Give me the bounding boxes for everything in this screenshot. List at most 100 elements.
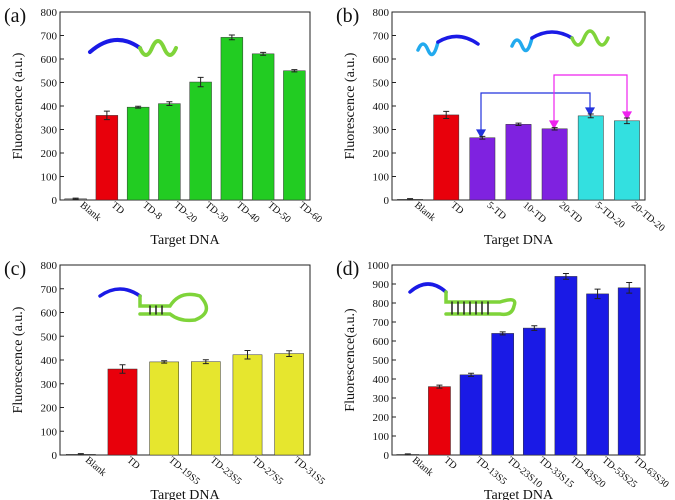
error-bar — [197, 76, 204, 88]
error-bar — [135, 105, 142, 109]
bar — [251, 53, 275, 201]
x-tick-label: TD — [442, 455, 459, 472]
bar — [220, 37, 244, 201]
x-tick-label: TD-23S5 — [208, 455, 244, 487]
x-tick-label: TD-50 — [265, 200, 293, 226]
error-bar — [468, 372, 475, 377]
x-tick-label: TD — [448, 200, 465, 217]
x-tick-label: TD-63S30 — [631, 455, 670, 491]
x-tick-label: Blank — [78, 200, 103, 224]
x-tick-label: TD-27S5 — [250, 455, 286, 487]
y-tick-label: 0 — [384, 195, 390, 207]
error-bar — [161, 360, 168, 364]
error-bar — [77, 453, 84, 456]
panel-label: (d) — [336, 258, 359, 280]
bar — [107, 368, 138, 456]
error-bar — [202, 359, 209, 365]
y-tick-label: 700 — [41, 31, 58, 43]
bar — [191, 361, 221, 456]
error-bar — [623, 117, 630, 125]
y-tick-label: 500 — [373, 78, 390, 90]
bar — [505, 124, 532, 201]
y-tick-label: 200 — [41, 403, 58, 415]
y-tick-label: 500 — [373, 355, 390, 367]
x-axis-label: Target DNA — [150, 233, 220, 248]
y-tick-label: 0 — [384, 450, 390, 462]
error-bar — [443, 110, 450, 119]
error-bar — [594, 288, 601, 300]
bar — [469, 137, 496, 201]
error-bar — [103, 110, 110, 121]
bar — [428, 386, 451, 456]
error-bar — [291, 69, 298, 73]
error-bar — [404, 453, 411, 456]
y-tick-label: 100 — [373, 172, 390, 184]
y-axis-label: Fluorescence (a.u.) — [11, 306, 26, 413]
bar — [554, 276, 578, 456]
y-tick-label: 400 — [373, 101, 390, 113]
y-tick-label: 800 — [41, 7, 58, 19]
bar — [614, 120, 640, 201]
y-tick-label: 600 — [373, 54, 390, 66]
bar — [617, 287, 641, 456]
x-axis-label: Target DNA — [484, 488, 554, 500]
error-bar — [228, 34, 235, 41]
x-tick-label: TD-30 — [203, 200, 231, 226]
bar — [459, 374, 483, 456]
y-tick-label: 500 — [41, 331, 58, 343]
error-bar — [479, 135, 486, 140]
arrow — [475, 92, 596, 139]
bar — [541, 128, 568, 201]
y-tick-label: 200 — [41, 148, 58, 160]
y-tick-label: 700 — [373, 31, 390, 43]
y-tick-label: 800 — [373, 7, 390, 19]
error-bar — [260, 51, 267, 56]
bar — [189, 81, 212, 201]
y-tick-label: 300 — [373, 393, 390, 405]
y-tick-label: 100 — [41, 426, 58, 438]
panel-label: (c) — [4, 258, 26, 280]
error-bar — [244, 350, 251, 360]
error-bar — [499, 331, 506, 336]
y-tick-label: 200 — [373, 148, 390, 160]
y-tick-label: 600 — [41, 54, 58, 66]
bar — [158, 103, 181, 201]
x-tick-label: Blank — [410, 455, 435, 479]
y-tick-label: 400 — [41, 101, 58, 113]
x-tick-label: 20-TD — [557, 200, 585, 226]
error-bar — [286, 350, 293, 357]
y-axis-label: Fluorescence (a.u.) — [11, 52, 26, 159]
y-axis-label: Fluorescence(a.u.) — [343, 308, 358, 412]
x-axis-label: Target DNA — [150, 488, 220, 500]
panel-label: (a) — [4, 5, 26, 27]
bar — [577, 115, 604, 201]
dna-icon — [98, 287, 209, 323]
arrow — [548, 74, 633, 130]
bar — [126, 106, 150, 201]
y-tick-label: 600 — [41, 308, 58, 320]
y-axis-label: Fluorescence (a.u.) — [343, 52, 358, 159]
bar — [491, 333, 515, 456]
x-tick-label: TD — [125, 455, 142, 472]
bar — [95, 115, 119, 201]
bar — [232, 354, 263, 456]
x-tick-label: Blank — [83, 455, 108, 479]
x-tick-label: 5-TD — [484, 200, 508, 222]
x-tick-label: TD-31S5 — [291, 455, 327, 487]
x-tick-label: TD-40 — [234, 200, 262, 226]
bar — [586, 293, 609, 456]
y-tick-label: 500 — [41, 78, 58, 90]
dna-icon — [88, 38, 178, 57]
dna-icon — [416, 29, 610, 57]
bar — [433, 114, 460, 201]
y-tick-label: 100 — [373, 431, 390, 443]
y-tick-label: 200 — [373, 412, 390, 424]
y-tick-label: 700 — [41, 284, 58, 296]
error-bar — [119, 364, 126, 374]
bar — [274, 353, 305, 456]
x-tick-label: 5-TD-20 — [593, 200, 627, 231]
bar — [149, 361, 179, 456]
x-tick-label: TD-20 — [171, 200, 199, 226]
bar — [522, 327, 546, 456]
y-tick-label: 0 — [52, 195, 58, 207]
